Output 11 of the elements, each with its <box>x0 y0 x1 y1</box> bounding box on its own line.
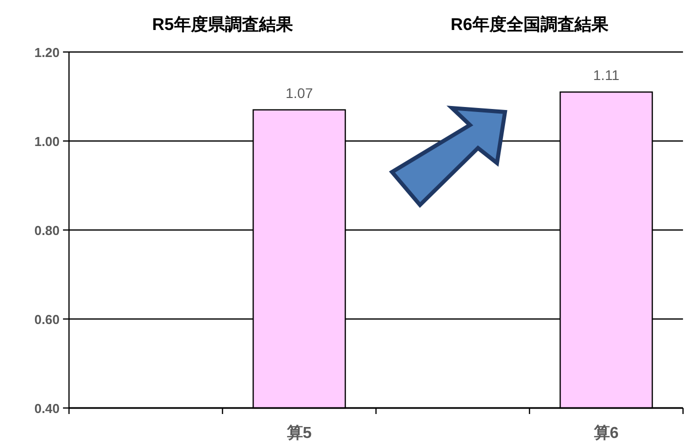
text: R5年度県調査結果 <box>152 15 294 34</box>
data-label: 1.11 <box>593 67 620 84</box>
x-tick-label: 算6 <box>592 424 619 442</box>
data-label: 1.07 <box>286 84 314 101</box>
x-tick-label: 算5 <box>286 424 312 442</box>
text: R6年度全国調査結果 <box>450 15 610 34</box>
y-tick-label: 1.20 <box>34 45 60 60</box>
y-tick-label: 1.00 <box>34 134 60 149</box>
y-tick-label: 0.80 <box>34 223 60 238</box>
y-tick-label: 0.40 <box>34 401 60 416</box>
y-tick-label: 0.60 <box>34 312 60 327</box>
